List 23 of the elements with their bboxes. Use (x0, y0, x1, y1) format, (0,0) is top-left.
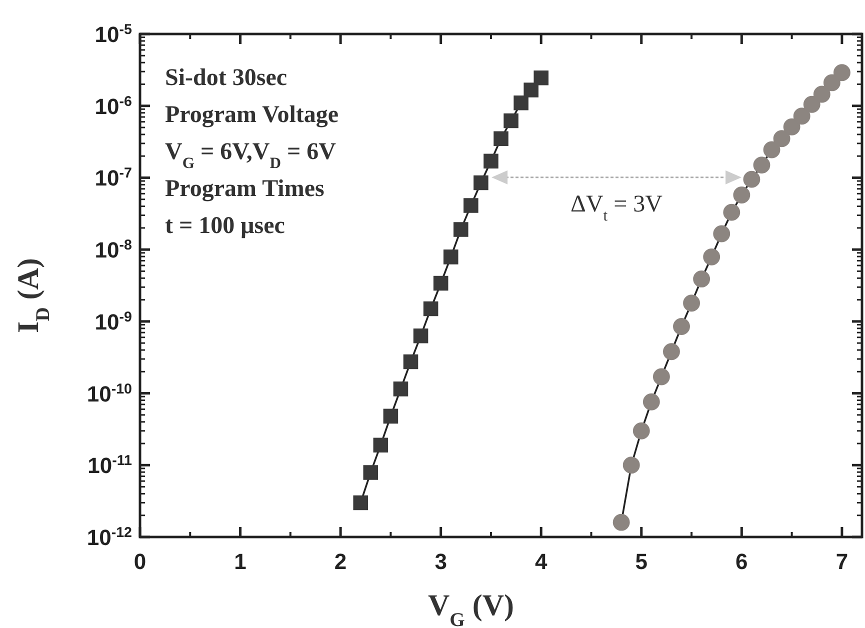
y-tick-label: 10$^{-9}$ (94, 309, 132, 334)
x-tick-label: 1 (234, 549, 246, 574)
annotation: Program Times (165, 176, 324, 202)
y-tick-label: 10$^{-11}$ (88, 453, 132, 478)
annotation: Program Voltage (165, 102, 339, 128)
annotation: t = 100 μsec (165, 213, 286, 239)
x-tick-label: 5 (635, 549, 648, 574)
x-axis-title: V$_{G}$ (V) (428, 589, 514, 628)
annotation: ΔV$_{t}$ = 3V (570, 191, 664, 224)
annotation: Si-dot 30sec (165, 65, 288, 91)
x-tick-label: 4 (534, 549, 548, 574)
y-tick-label: 10$^{-12}$ (86, 525, 132, 550)
x-tick-label: 3 (434, 549, 447, 574)
annotation: V$_{G}$ = 6V,V$_{D}$ = 6V (165, 139, 337, 172)
x-tick-label: 0 (134, 549, 146, 574)
y-tick-label: 10$^{-7}$ (94, 166, 132, 191)
x-tick-label: 6 (736, 549, 748, 574)
y-tick-label: 10$^{-8}$ (94, 238, 132, 263)
y-tick-label: 10$^{-5}$ (94, 22, 132, 47)
x-tick-label: 7 (836, 549, 848, 574)
y-tick-label: 10$^{-10}$ (86, 381, 132, 406)
y-tick-label: 10$^{-6}$ (94, 94, 132, 119)
x-tick-label: 2 (334, 549, 347, 574)
